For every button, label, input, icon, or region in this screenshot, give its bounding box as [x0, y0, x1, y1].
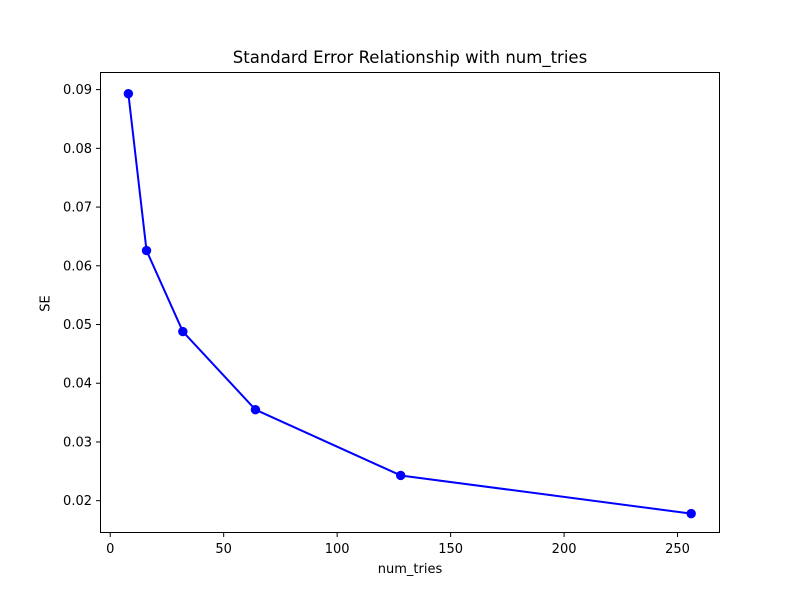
x-tick-label: 0	[106, 542, 114, 557]
data-point	[178, 326, 188, 337]
chart-title: Standard Error Relationship with num_tri…	[232, 48, 588, 67]
y-tick-label: 0.02	[63, 494, 92, 509]
y-tick-label: 0.07	[63, 201, 92, 216]
data-point	[141, 245, 152, 256]
y-tick-label: 0.03	[63, 435, 92, 450]
x-axis-label: num_tries	[377, 562, 443, 577]
x-tick-label: 250	[665, 542, 690, 557]
y-tick-label: 0.09	[63, 83, 92, 98]
x-tick-label: 100	[325, 542, 350, 557]
y-tick-label: 0.08	[63, 142, 92, 157]
y-tick-label: 0.04	[63, 377, 92, 392]
x-tick-label: 200	[552, 542, 577, 557]
y-axis-label: SE	[38, 295, 54, 312]
data-point	[123, 89, 134, 99]
y-tick-label: 0.06	[63, 259, 92, 274]
x-tick-label: 150	[438, 542, 463, 557]
y-tick-label: 0.05	[63, 318, 92, 333]
data-point	[686, 508, 696, 519]
x-tick-label: 50	[215, 542, 232, 557]
plot-area	[100, 72, 720, 533]
data-point	[395, 470, 406, 481]
data-line	[127, 92, 693, 515]
data-point	[250, 404, 261, 415]
